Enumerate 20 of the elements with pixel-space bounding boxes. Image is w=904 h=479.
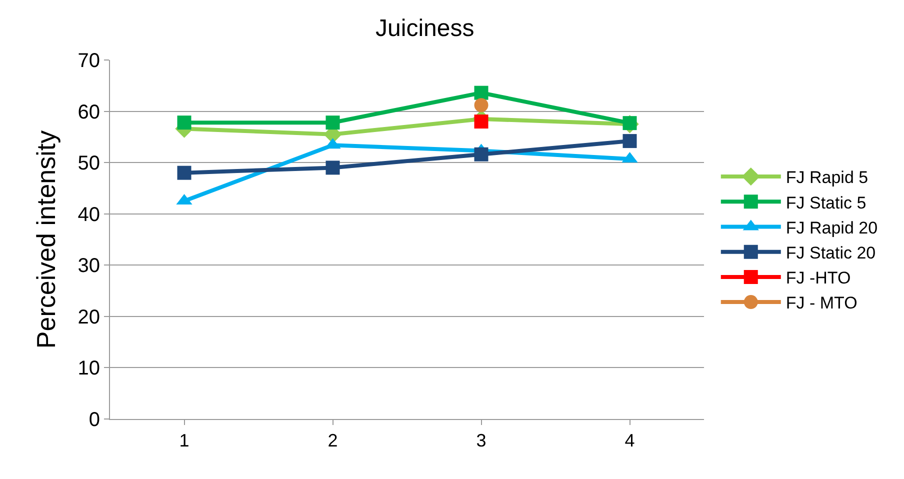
y-axis-title: Perceived intensity <box>31 130 62 349</box>
legend-label: FJ Static 5 <box>786 193 866 212</box>
legend-label: FJ Rapid 5 <box>786 168 868 188</box>
x-tick-label: 1 <box>179 430 190 451</box>
y-tick-label: 50 <box>78 152 100 175</box>
x-tick-label: 4 <box>624 430 635 451</box>
y-tick-label: 20 <box>78 306 100 328</box>
legend-label: FJ Static 20 <box>786 243 876 262</box>
y-tick-label: 10 <box>78 358 100 380</box>
y-tick-label: 60 <box>78 101 100 124</box>
x-tick-label: 2 <box>328 430 338 451</box>
y-tick-label: 40 <box>78 204 100 226</box>
chart-title: Juiciness <box>376 14 474 42</box>
y-tick-label: 0 <box>88 409 100 431</box>
y-tick-label: 70 <box>78 50 100 72</box>
legend-label: FJ -HTO <box>786 268 851 288</box>
legend-label: FJ Rapid 20 <box>786 218 878 238</box>
x-tick-label: 3 <box>476 430 486 451</box>
legend-label: FJ - MTO <box>786 294 858 313</box>
y-tick-label: 30 <box>78 255 100 278</box>
